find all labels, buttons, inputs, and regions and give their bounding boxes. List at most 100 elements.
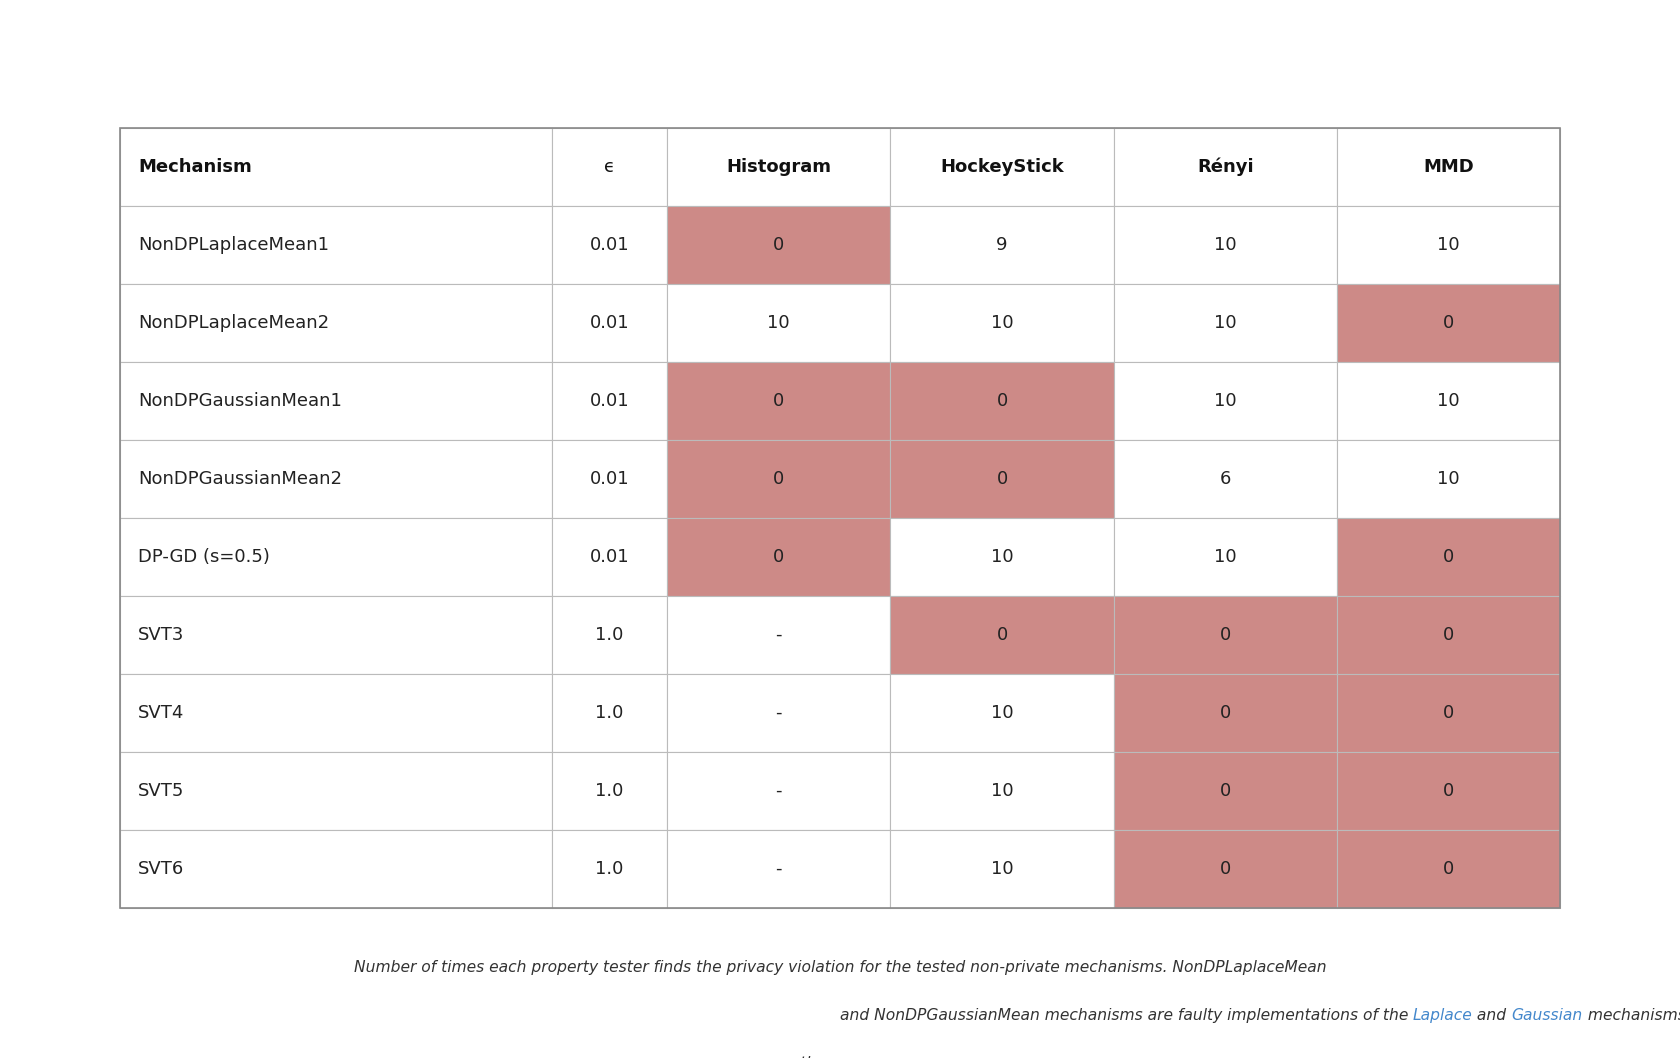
Bar — [119, 284, 553, 362]
Text: MMD: MMD — [1423, 158, 1473, 176]
Bar — [119, 518, 553, 596]
Text: DP-GD (s=0.5): DP-GD (s=0.5) — [138, 548, 270, 566]
Bar — [119, 596, 553, 674]
Text: 0: 0 — [1443, 314, 1453, 332]
Bar — [553, 518, 667, 596]
Bar — [1337, 596, 1561, 674]
Text: 10: 10 — [1215, 314, 1236, 332]
Text: 0: 0 — [996, 626, 1008, 644]
Text: 0: 0 — [773, 236, 785, 254]
Bar — [119, 752, 553, 829]
Text: mechanisms for computing: mechanisms for computing — [1583, 1008, 1680, 1023]
Bar — [1337, 284, 1561, 362]
Bar — [890, 440, 1114, 518]
Bar — [553, 596, 667, 674]
Text: Gaussian: Gaussian — [1512, 1008, 1583, 1023]
Text: 0: 0 — [773, 470, 785, 488]
Text: 0: 0 — [1220, 860, 1231, 878]
Text: -: - — [776, 704, 783, 722]
Text: 0: 0 — [1443, 860, 1453, 878]
Text: ϵ: ϵ — [605, 158, 615, 176]
Bar — [553, 752, 667, 829]
Text: SVT6: SVT6 — [138, 860, 185, 878]
Text: the mean.: the mean. — [800, 1056, 880, 1058]
Text: Rényi: Rényi — [1196, 158, 1253, 177]
Bar — [667, 362, 890, 440]
Text: NonDPGaussianMean1: NonDPGaussianMean1 — [138, 393, 341, 411]
Bar — [1114, 596, 1337, 674]
Text: 0.01: 0.01 — [590, 236, 630, 254]
Bar — [553, 206, 667, 284]
Text: 1.0: 1.0 — [595, 782, 623, 800]
Text: 6: 6 — [1220, 470, 1231, 488]
Text: 1.0: 1.0 — [595, 626, 623, 644]
Bar — [1114, 128, 1337, 206]
Text: 1.0: 1.0 — [595, 704, 623, 722]
Text: -: - — [776, 860, 783, 878]
Bar — [119, 674, 553, 752]
Bar — [1114, 284, 1337, 362]
Text: 0: 0 — [996, 470, 1008, 488]
Text: HockeyStick: HockeyStick — [941, 158, 1063, 176]
Bar — [1337, 674, 1561, 752]
Bar — [553, 362, 667, 440]
Bar — [667, 518, 890, 596]
Bar — [667, 206, 890, 284]
Bar — [890, 829, 1114, 908]
Text: 0: 0 — [996, 393, 1008, 411]
Text: 9: 9 — [996, 236, 1008, 254]
Bar — [1337, 518, 1561, 596]
Bar — [119, 362, 553, 440]
Bar — [667, 674, 890, 752]
Text: 0: 0 — [773, 548, 785, 566]
Bar — [890, 128, 1114, 206]
Text: 10: 10 — [991, 860, 1013, 878]
Text: 10: 10 — [1215, 393, 1236, 411]
Bar — [890, 518, 1114, 596]
Bar — [667, 128, 890, 206]
Text: 10: 10 — [991, 704, 1013, 722]
Text: 10: 10 — [1436, 236, 1460, 254]
Bar — [890, 674, 1114, 752]
Text: Number of times each property tester finds the privacy violation for the tested : Number of times each property tester fin… — [354, 960, 1326, 975]
Text: SVT4: SVT4 — [138, 704, 185, 722]
Bar — [1114, 362, 1337, 440]
Text: 10: 10 — [991, 314, 1013, 332]
Text: 10: 10 — [991, 782, 1013, 800]
Text: 10: 10 — [1215, 236, 1236, 254]
Bar — [119, 128, 1561, 908]
Text: 10: 10 — [1215, 548, 1236, 566]
Text: 10: 10 — [1436, 393, 1460, 411]
Bar — [119, 440, 553, 518]
Bar — [553, 440, 667, 518]
Text: and NonDPGaussianMean mechanisms are faulty implementations of the: and NonDPGaussianMean mechanisms are fau… — [840, 1008, 1413, 1023]
Bar — [1337, 206, 1561, 284]
Text: 0: 0 — [1443, 548, 1453, 566]
Bar — [890, 752, 1114, 829]
Bar — [1114, 206, 1337, 284]
Text: 10: 10 — [768, 314, 790, 332]
Bar — [1337, 362, 1561, 440]
Text: 0: 0 — [1443, 626, 1453, 644]
Text: NonDPGaussianMean2: NonDPGaussianMean2 — [138, 470, 343, 488]
Bar — [1337, 829, 1561, 908]
Bar — [890, 206, 1114, 284]
Bar — [890, 596, 1114, 674]
Bar — [1114, 752, 1337, 829]
Bar — [553, 128, 667, 206]
Bar — [667, 440, 890, 518]
Bar — [667, 829, 890, 908]
Text: 0: 0 — [1220, 782, 1231, 800]
Text: 0: 0 — [1443, 782, 1453, 800]
Text: SVT3: SVT3 — [138, 626, 185, 644]
Text: and: and — [1472, 1008, 1512, 1023]
Bar — [1114, 829, 1337, 908]
Text: NonDPLaplaceMean1: NonDPLaplaceMean1 — [138, 236, 329, 254]
Bar — [1337, 440, 1561, 518]
Bar — [667, 284, 890, 362]
Bar — [119, 829, 553, 908]
Text: 10: 10 — [1436, 470, 1460, 488]
Bar — [1114, 518, 1337, 596]
Bar — [553, 284, 667, 362]
Text: Histogram: Histogram — [726, 158, 832, 176]
